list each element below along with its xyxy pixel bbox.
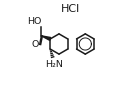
Text: HO: HO xyxy=(27,17,41,26)
Text: HCl: HCl xyxy=(61,4,80,14)
Text: H₂N: H₂N xyxy=(45,60,63,69)
Polygon shape xyxy=(41,36,51,40)
Text: O: O xyxy=(32,40,39,49)
